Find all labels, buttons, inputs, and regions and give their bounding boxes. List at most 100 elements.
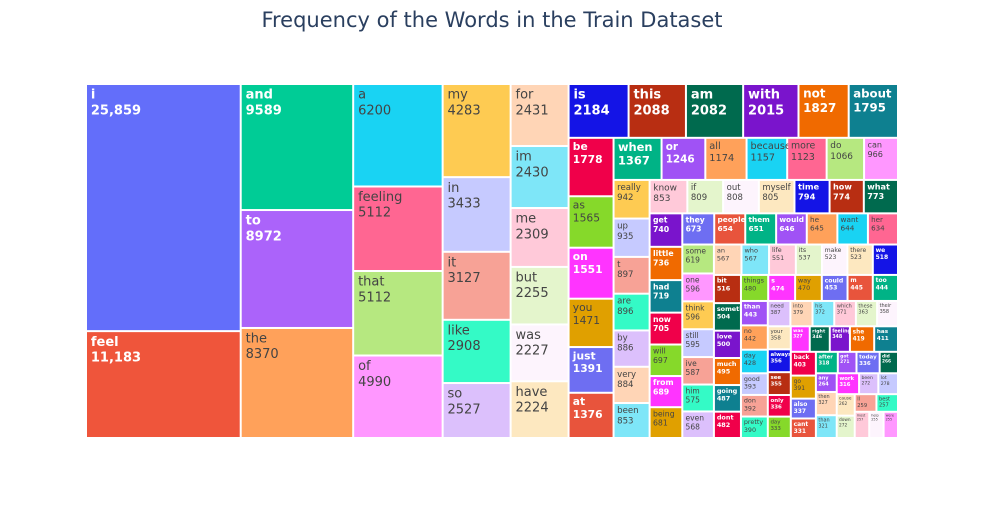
treemap-tile-rect[interactable] — [788, 138, 826, 179]
treemap-tile-rect[interactable] — [714, 331, 740, 357]
treemap-tile-rect[interactable] — [868, 214, 897, 244]
treemap-tile-rect[interactable] — [877, 395, 897, 411]
treemap-tile-rect[interactable] — [714, 412, 740, 437]
treemap-tile-rect[interactable] — [807, 214, 837, 244]
treemap-tile-rect[interactable] — [443, 85, 510, 177]
treemap-tile-rect[interactable] — [511, 325, 568, 381]
treemap-tile-rect[interactable] — [724, 180, 758, 213]
treemap-tile-rect[interactable] — [354, 85, 442, 186]
treemap-tile-rect[interactable] — [683, 274, 713, 301]
treemap-tile-rect[interactable] — [714, 304, 740, 330]
treemap-tile-rect[interactable] — [813, 301, 834, 326]
treemap-tile-rect[interactable] — [759, 180, 794, 213]
treemap-tile-rect[interactable] — [791, 376, 815, 398]
treemap-tile-rect[interactable] — [741, 417, 767, 437]
treemap-tile-rect[interactable] — [443, 384, 510, 437]
treemap-tile-rect[interactable] — [569, 197, 613, 247]
treemap-tile-rect[interactable] — [662, 138, 705, 179]
treemap-tile-rect[interactable] — [569, 138, 613, 196]
treemap-tile-rect[interactable] — [768, 417, 790, 437]
treemap-tile-rect[interactable] — [511, 85, 568, 146]
treemap-tile-rect[interactable] — [686, 85, 743, 137]
treemap-tile-rect[interactable] — [796, 275, 821, 300]
treemap-tile-rect[interactable] — [511, 209, 568, 266]
treemap-tile-rect[interactable] — [650, 377, 682, 407]
treemap-tile-rect[interactable] — [443, 320, 510, 383]
treemap-tile-rect[interactable] — [827, 138, 864, 179]
treemap-tile-rect[interactable] — [799, 85, 848, 137]
treemap-tile-rect[interactable] — [650, 180, 687, 213]
treemap-tile-rect[interactable] — [830, 180, 863, 213]
treemap-tile-rect[interactable] — [614, 294, 649, 330]
treemap-tile-rect[interactable] — [683, 330, 713, 357]
treemap-tile-rect[interactable] — [683, 245, 713, 273]
treemap-tile-rect[interactable] — [741, 374, 767, 394]
treemap-tile-rect[interactable] — [856, 301, 877, 326]
treemap-tile-rect[interactable] — [511, 147, 568, 208]
treemap-tile-rect[interactable] — [744, 85, 798, 137]
treemap-tile-rect[interactable] — [768, 301, 790, 326]
treemap-tile-rect[interactable] — [791, 301, 812, 326]
treemap-tile-rect[interactable] — [796, 245, 821, 274]
treemap-tile-rect[interactable] — [569, 85, 628, 137]
treemap-tile-rect[interactable] — [741, 326, 767, 349]
treemap-tile-rect[interactable] — [837, 416, 854, 437]
treemap-tile-rect[interactable] — [848, 245, 872, 274]
treemap-tile-rect[interactable] — [614, 257, 649, 293]
treemap-tile-rect[interactable] — [848, 275, 872, 300]
treemap-tile-rect[interactable] — [683, 214, 714, 244]
